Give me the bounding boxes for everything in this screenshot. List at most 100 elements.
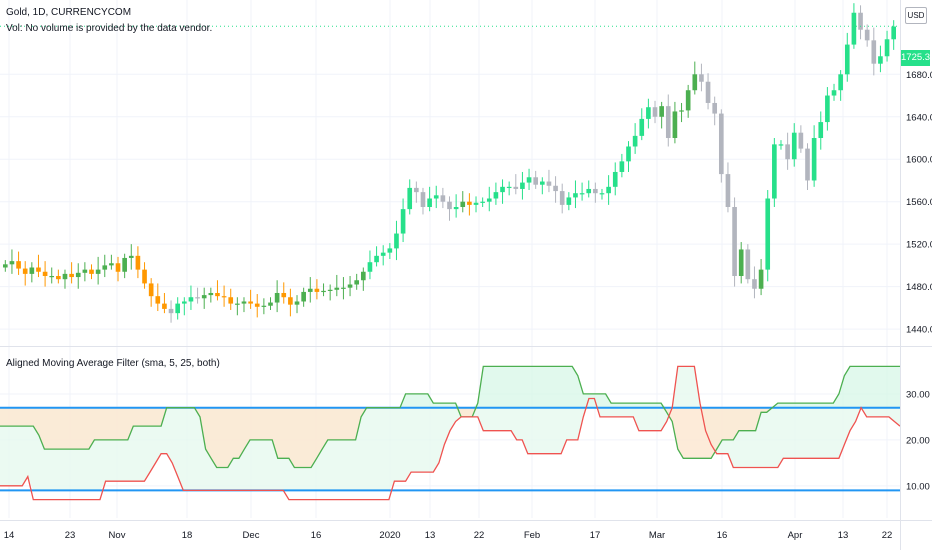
candle-body	[745, 249, 751, 280]
candle-body	[500, 186, 505, 193]
candle-body	[526, 177, 532, 183]
candle-body	[29, 267, 35, 274]
candle-body	[738, 249, 744, 276]
fast-ma-line	[0, 365, 900, 469]
candle-body	[725, 174, 731, 207]
price-tick-label: 1480.00	[906, 282, 932, 293]
candle-body	[367, 262, 373, 272]
candle-body	[758, 269, 764, 289]
candle-body	[394, 233, 399, 249]
candle-body	[453, 207, 459, 210]
last-price-tag: 1725.32	[901, 50, 932, 66]
candle-body	[208, 292, 214, 296]
candle-body	[341, 287, 346, 289]
candle-body	[62, 273, 68, 280]
candle-body	[626, 146, 631, 162]
candle-body	[705, 81, 711, 103]
price-tick-label: 1440.00	[906, 325, 932, 336]
candle-body	[811, 138, 817, 181]
candle-body	[791, 132, 797, 160]
candle-body	[162, 303, 167, 309]
candle-body	[9, 261, 15, 265]
volume-note: Vol: No volume is provided by the data v…	[6, 23, 213, 34]
price-tick-label: 1640.00	[906, 112, 932, 123]
candle-body	[652, 107, 658, 117]
candle-body	[181, 301, 187, 304]
currency-button[interactable]: USD	[905, 7, 927, 24]
candle-body	[420, 192, 426, 207]
candle-body	[871, 40, 877, 64]
candle-body	[334, 287, 340, 290]
candle-body	[593, 188, 598, 194]
candle-body	[546, 181, 552, 186]
candle-body	[360, 271, 366, 281]
candle-body	[175, 303, 181, 314]
candle-body	[891, 26, 897, 40]
indicator-orange-fill	[0, 407, 900, 468]
indicator-lines	[0, 365, 901, 501]
candle-body	[387, 248, 393, 253]
candle-body	[679, 110, 684, 112]
candle-body	[778, 144, 784, 146]
candle-body	[480, 201, 485, 203]
candle-body	[460, 201, 466, 207]
indicator-upper-fill	[0, 366, 900, 408]
candle-body	[142, 269, 147, 284]
candle-body	[639, 118, 645, 136]
candle-body	[301, 291, 306, 302]
price-tick-label: 1600.00	[906, 155, 932, 166]
candle-body	[858, 12, 863, 30]
price-tick-label: 1680.00	[906, 70, 932, 81]
time-tick-label: 22	[882, 530, 893, 541]
indicator-levels	[0, 406, 900, 492]
candle-body	[314, 288, 320, 292]
price-candles	[0, 3, 900, 323]
candle-body	[400, 209, 406, 234]
time-tick-label: 14	[4, 530, 15, 541]
candle-body	[752, 279, 757, 289]
candle-body	[553, 185, 558, 192]
candle-body	[692, 74, 698, 91]
candle-body	[513, 186, 519, 189]
candle-body	[599, 193, 605, 195]
time-tick-label: Dec	[243, 530, 260, 541]
candle-body	[672, 111, 678, 138]
time-tick-label: 17	[590, 530, 601, 541]
candle-body	[533, 177, 539, 185]
price-tick-label: 1560.00	[906, 197, 932, 208]
candle-body	[22, 268, 28, 274]
candle-body	[579, 193, 585, 195]
indicator-tick-label: 30.00	[906, 389, 930, 400]
candle-body	[838, 74, 843, 91]
candle-body	[506, 186, 512, 189]
candle-body	[75, 272, 81, 278]
candle-body	[374, 255, 379, 263]
candle-body	[195, 297, 200, 299]
candle-body	[632, 135, 638, 147]
candle-body	[42, 271, 48, 276]
candle-body	[844, 44, 850, 75]
candle-body	[486, 198, 492, 202]
candle-body	[798, 132, 804, 149]
candle-body	[467, 201, 472, 205]
candle-body	[221, 296, 227, 298]
candle-body	[235, 303, 240, 305]
candle-body	[115, 263, 121, 272]
indicator-tick-label: 20.00	[906, 435, 930, 446]
candle-body	[36, 267, 41, 272]
candle-body	[447, 201, 452, 210]
indicator-legend[interactable]: Aligned Moving Average Filter (sma, 5, 2…	[6, 358, 220, 369]
candle-body	[825, 95, 830, 123]
symbol-legend[interactable]: Gold, 1D, CURRENCYCOM	[6, 7, 132, 18]
candle-body	[327, 289, 333, 291]
candle-body	[414, 187, 419, 193]
candle-body	[559, 191, 565, 205]
candle-body	[281, 292, 287, 298]
time-tick-label: 16	[717, 530, 728, 541]
candle-body	[831, 90, 837, 96]
candle-body	[619, 161, 625, 172]
time-tick-label: 23	[65, 530, 76, 541]
time-tick-label: Mar	[649, 530, 665, 541]
